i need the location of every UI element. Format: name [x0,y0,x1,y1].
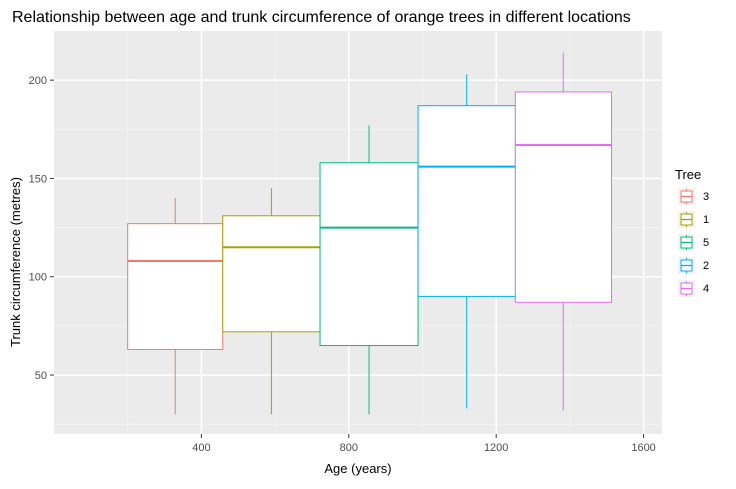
legend: Tree 3 1 5 2 4 [675,167,709,297]
legend-label: 3 [703,191,709,203]
chart-title: Relationship between age and trunk circu… [12,9,631,26]
legend-item-1: 1 [678,211,709,228]
legend-title: Tree [675,167,701,182]
box-tree-5 [319,125,419,415]
x-tick-label: 1600 [631,442,655,454]
box-body [319,162,419,347]
y-axis: 50 100 150 200 [29,75,54,382]
legend-item-2: 2 [678,257,709,274]
legend-item-3: 3 [678,188,709,205]
legend-item-4: 4 [678,280,709,297]
x-axis: 400 800 1200 1600 [192,434,656,454]
y-axis-title: Trunk circumference (metres) [8,177,23,347]
legend-label: 2 [703,260,709,272]
x-tick-label: 1200 [484,442,508,454]
box-tree-4 [514,52,613,411]
x-tick-label: 400 [192,442,210,454]
legend-item-5: 5 [678,234,709,251]
y-tick-label: 150 [29,173,47,185]
y-tick-label: 200 [29,75,47,87]
x-tick-label: 800 [340,442,358,454]
box-body [417,105,516,297]
box-body [514,91,613,303]
x-axis-title: Age (years) [324,461,391,476]
box-tree-1 [222,188,321,415]
legend-label: 4 [703,283,709,295]
y-tick-label: 100 [29,272,47,284]
box-body [127,223,224,350]
y-tick-label: 50 [35,370,47,382]
box-body [222,215,321,333]
box-layer [127,52,613,415]
legend-label: 5 [703,237,709,249]
box-tree-2 [417,74,516,409]
legend-label: 1 [703,214,709,226]
